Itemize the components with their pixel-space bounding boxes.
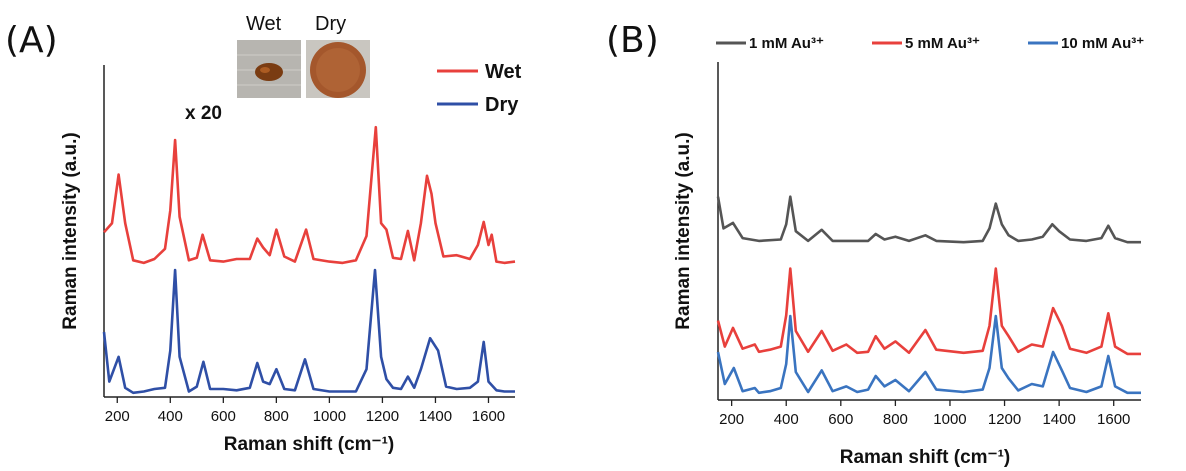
x-tick-label: 1200	[988, 411, 1021, 428]
x-tick-label: 800	[883, 411, 908, 428]
legend-1mm-label: 1 mM Au³⁺	[749, 35, 824, 52]
x-tick-label: 1400	[419, 408, 452, 425]
series-line-1	[716, 195, 1141, 244]
x-ticks-a: 200 400 600 800 1000 1200 1400 1600	[105, 397, 505, 425]
series-line-10	[716, 314, 1141, 395]
legend-10mm-label: 10 mM Au³⁺	[1061, 35, 1144, 52]
series-line-dry	[102, 268, 515, 395]
x-tick-label: 400	[774, 411, 799, 428]
x-tick-label: 400	[158, 408, 183, 425]
panel-a-label: (A)	[5, 20, 58, 61]
legend-a: Wet Dry	[437, 61, 522, 116]
legend-dry-label: Dry	[485, 94, 519, 116]
x-tick-label: 600	[211, 408, 236, 425]
x-tick-label: 600	[828, 411, 853, 428]
y-axis-title-b: Raman intensity (a.u.)	[673, 132, 694, 329]
x-tick-label: 200	[105, 408, 130, 425]
x-tick-label: 1200	[366, 408, 399, 425]
x-tick-label: 1400	[1042, 411, 1075, 428]
inset-label-dry: Dry	[315, 13, 346, 35]
panel-b-label: (B)	[606, 20, 659, 61]
series-line-5	[716, 267, 1141, 356]
x-tick-label: 1000	[313, 408, 346, 425]
x-tick-label: 200	[719, 411, 744, 428]
series-b	[716, 195, 1141, 395]
x-tick-label: 1600	[1097, 411, 1130, 428]
series-line-wet	[103, 125, 516, 265]
legend-b: 1 mM Au³⁺ 5 mM Au³⁺ 10 mM Au³⁺	[716, 35, 1144, 52]
x-tick-label: 1600	[472, 408, 505, 425]
legend-wet-label: Wet	[485, 61, 522, 83]
series-a	[102, 125, 516, 395]
inset-photos: Wet Dry	[237, 13, 370, 98]
y-axis-title-a: Raman intensity (a.u.)	[60, 132, 81, 329]
x-ticks-b: 200 400 600 800 1000 1200 1400 1600	[719, 400, 1130, 428]
wet-droplet	[255, 63, 283, 81]
x-axis-title-a: Raman shift (cm⁻¹)	[224, 434, 395, 455]
x-axis-title-b: Raman shift (cm⁻¹)	[840, 447, 1011, 468]
panel-b: (B) 1 mM Au³⁺ 5 mM Au³⁺ 10 mM Au³⁺ 200 40…	[606, 20, 1144, 468]
scale-annotation: x 20	[185, 103, 222, 124]
inset-label-wet: Wet	[246, 13, 282, 35]
legend-5mm-label: 5 mM Au³⁺	[905, 35, 980, 52]
x-tick-label: 1000	[933, 411, 966, 428]
x-tick-label: 800	[264, 408, 289, 425]
panel-a: (A) Wet Dry Wet Dry x 20 200 400 600 800 100…	[5, 13, 522, 455]
